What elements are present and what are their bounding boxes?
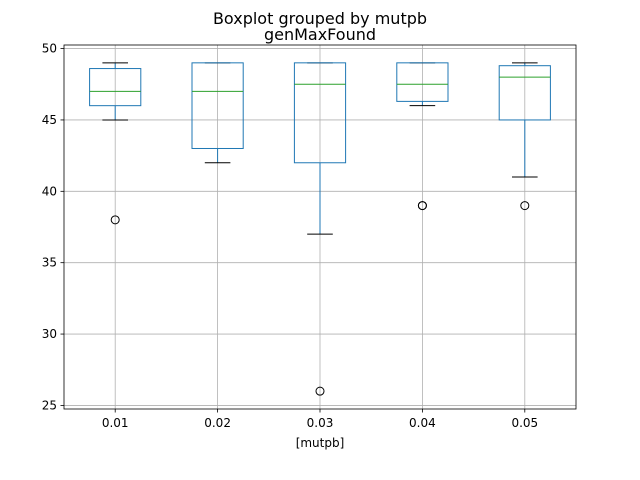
box-group-0.02: [191, 62, 244, 164]
box-group-0.01: [89, 62, 142, 225]
box-group-0.05: [498, 62, 551, 211]
x-tick-label: 0.05: [511, 416, 538, 430]
box-iqr: [396, 62, 449, 102]
y-tick-label: 50: [42, 42, 57, 56]
outlier-point: [315, 386, 325, 396]
chart-title: genMaxFound: [264, 25, 376, 44]
x-axis-label: [mutpb]: [296, 436, 345, 450]
outlier-point: [110, 215, 120, 225]
box-iqr: [89, 68, 142, 107]
x-tick-label: 0.01: [102, 416, 129, 430]
box-iqr: [191, 62, 244, 149]
box-iqr: [498, 65, 551, 121]
box-iqr: [293, 62, 347, 164]
box-layer: [89, 62, 551, 396]
axis-layer: 25 30 35 40 45 50 0.01 0.02 0.03 0.04 0.05: [42, 42, 577, 430]
x-tick-label: 0.04: [409, 416, 436, 430]
y-tick-label: 30: [42, 327, 57, 341]
chart-suptitle: Boxplot grouped by mutpb: [213, 9, 427, 28]
x-tick-label: 0.03: [307, 416, 334, 430]
y-tick-label: 35: [42, 256, 57, 270]
outlier-point: [417, 201, 427, 211]
box-group-0.03: [293, 62, 347, 396]
box-group-0.04: [396, 62, 449, 211]
outlier-point: [520, 201, 530, 211]
y-tick-label: 40: [42, 184, 57, 198]
y-tick-label: 45: [42, 113, 57, 127]
x-tick-label: 0.02: [204, 416, 231, 430]
y-tick-label: 25: [42, 398, 57, 412]
